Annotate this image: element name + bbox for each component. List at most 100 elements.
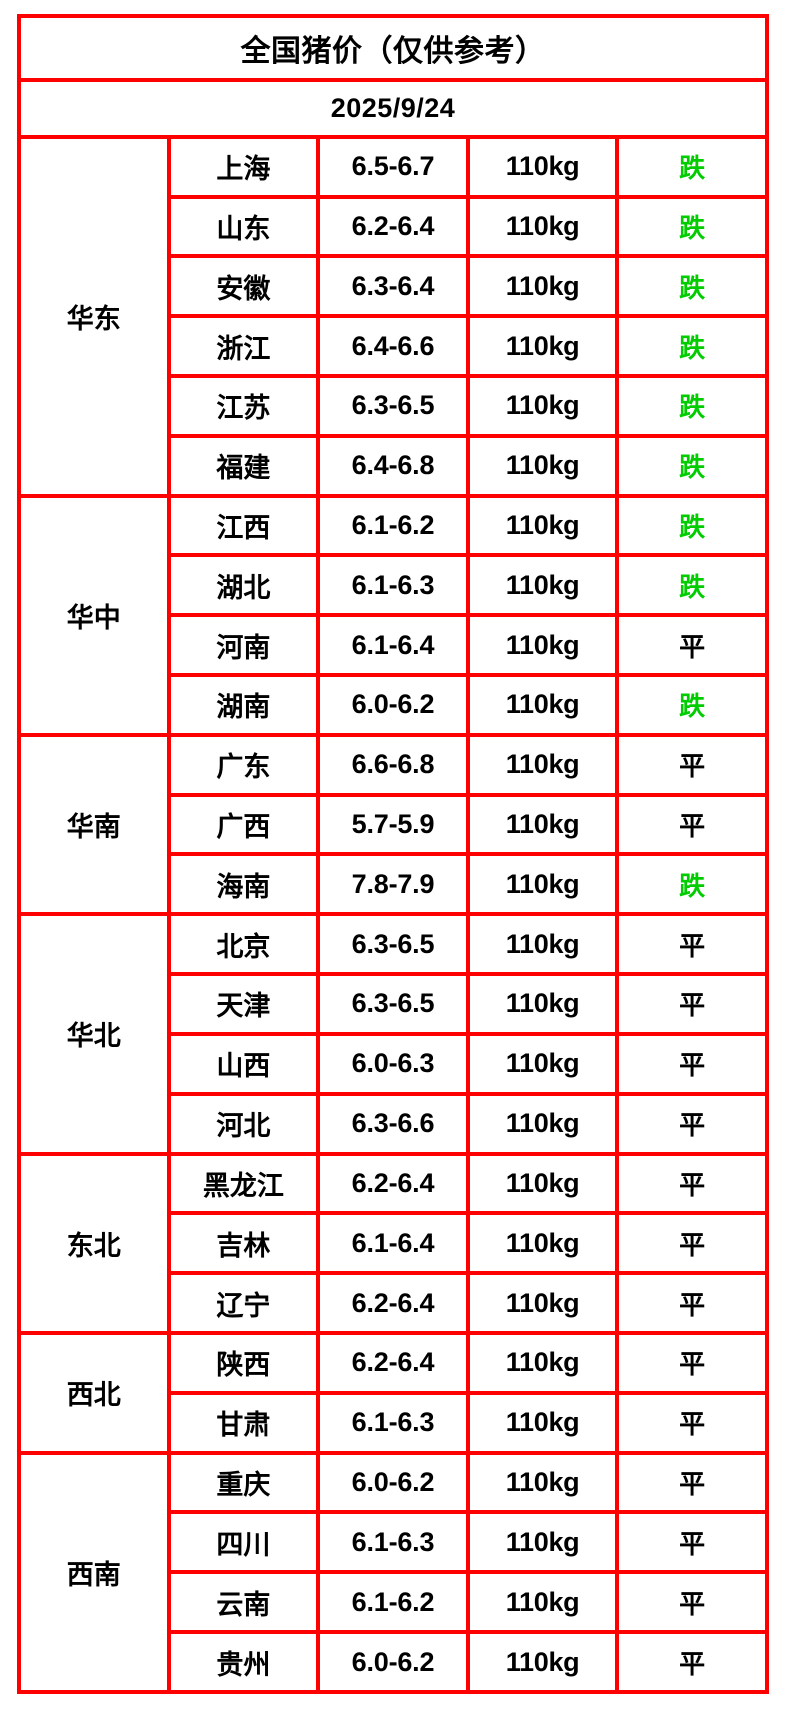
province-name-cell: 贵州 — [166, 1630, 321, 1694]
table-row: 河北 6.3-6.6 110kg 平 — [19, 1091, 769, 1156]
table-row: 山西 6.0-6.3 110kg 平 — [19, 1031, 769, 1096]
weight-cell: 110kg — [465, 1630, 620, 1694]
table-row: 湖北 6.1-6.3 110kg 跌 — [19, 553, 769, 618]
trend-cell: 平 — [615, 1570, 769, 1635]
weight-cell: 110kg — [465, 912, 620, 977]
weight-cell: 110kg — [465, 972, 620, 1036]
table-row: 吉林 6.1-6.4 110kg 平 — [19, 1211, 769, 1276]
trend-cell: 平 — [615, 1151, 769, 1216]
price-range-cell: 6.1-6.2 — [316, 493, 470, 558]
province-name-cell: 河北 — [166, 1091, 321, 1156]
price-range-cell: 6.2-6.4 — [316, 1151, 470, 1216]
trend-cell: 平 — [615, 1630, 769, 1694]
region-name-cell: 西北 — [17, 1330, 171, 1455]
price-range-cell: 6.3-6.5 — [316, 972, 470, 1036]
weight-cell: 110kg — [465, 1390, 620, 1455]
province-name-cell: 广东 — [166, 732, 321, 797]
province-name-cell: 山东 — [166, 194, 321, 259]
weight-cell: 110kg — [465, 553, 620, 618]
price-range-cell: 6.3-6.6 — [316, 1091, 470, 1156]
weight-cell: 110kg — [465, 254, 620, 319]
trend-cell: 平 — [615, 1330, 769, 1395]
price-range-cell: 6.1-6.4 — [316, 1211, 470, 1276]
table-row: 四川 6.1-6.3 110kg 平 — [19, 1510, 769, 1575]
province-name-cell: 湖北 — [166, 553, 321, 618]
table-row: 华南 广东 6.6-6.8 110kg 平 — [17, 732, 769, 917]
province-name-cell: 广西 — [166, 792, 321, 857]
weight-cell: 110kg — [465, 792, 620, 857]
province-name-cell: 河南 — [166, 613, 321, 678]
table-row: 浙江 6.4-6.6 110kg 跌 — [19, 314, 769, 378]
price-range-cell: 6.3-6.5 — [316, 912, 470, 977]
weight-cell: 110kg — [465, 194, 620, 259]
region-name-cell: 华东 — [17, 134, 171, 498]
table-row: 河南 6.1-6.4 110kg 平 — [19, 613, 769, 678]
trend-cell: 平 — [615, 912, 769, 977]
price-range-cell: 6.0-6.2 — [316, 673, 470, 737]
price-range-cell: 6.0-6.2 — [316, 1630, 470, 1694]
trend-cell: 平 — [615, 792, 769, 857]
pig-price-table-container: 全国猪价（仅供参考） 2025/9/24 华东 上海 6.5-6.7 110kg 跌山东… — [17, 13, 769, 1695]
table-row: 贵州 6.0-6.2 110kg 平 — [19, 1630, 769, 1694]
price-range-cell: 6.1-6.4 — [316, 613, 470, 678]
trend-cell: 平 — [615, 972, 769, 1036]
title-row: 全国猪价（仅供参考） — [17, 13, 769, 83]
table-row: 西北 陕西 6.2-6.4 110kg 平 — [17, 1330, 769, 1455]
weight-cell: 110kg — [465, 134, 620, 199]
price-range-cell: 6.4-6.8 — [316, 433, 470, 498]
price-range-cell: 6.6-6.8 — [316, 732, 470, 797]
trend-cell: 平 — [615, 732, 769, 797]
price-range-cell: 6.4-6.6 — [316, 314, 470, 378]
trend-cell: 平 — [615, 1390, 769, 1455]
trend-cell: 平 — [615, 1031, 769, 1096]
table-row: 天津 6.3-6.5 110kg 平 — [19, 972, 769, 1036]
trend-cell: 跌 — [615, 852, 769, 917]
province-name-cell: 甘肃 — [166, 1390, 321, 1455]
table-row: 福建 6.4-6.8 110kg 跌 — [19, 433, 769, 498]
province-name-cell: 江西 — [166, 493, 321, 558]
trend-cell: 平 — [615, 1450, 769, 1515]
trend-cell: 跌 — [615, 493, 769, 558]
province-name-cell: 浙江 — [166, 314, 321, 378]
price-range-cell: 6.3-6.5 — [316, 373, 470, 438]
province-name-cell: 福建 — [166, 433, 321, 498]
price-range-cell: 6.0-6.3 — [316, 1031, 470, 1096]
trend-cell: 跌 — [615, 314, 769, 378]
weight-cell: 110kg — [465, 1031, 620, 1096]
weight-cell: 110kg — [465, 1450, 620, 1515]
province-name-cell: 云南 — [166, 1570, 321, 1635]
price-range-cell: 6.2-6.4 — [316, 1330, 470, 1395]
trend-cell: 平 — [615, 1510, 769, 1575]
page-title: 全国猪价（仅供参考） — [17, 13, 769, 83]
table-row: 云南 6.1-6.2 110kg 平 — [19, 1570, 769, 1635]
weight-cell: 110kg — [465, 673, 620, 737]
trend-cell: 平 — [615, 613, 769, 678]
province-name-cell: 四川 — [166, 1510, 321, 1575]
date-row: 2025/9/24 — [17, 78, 769, 139]
table-row: 江苏 6.3-6.5 110kg 跌 — [19, 373, 769, 438]
province-name-cell: 安徽 — [166, 254, 321, 319]
trend-cell: 跌 — [615, 194, 769, 259]
table-row: 华中 江西 6.1-6.2 110kg 跌 — [17, 493, 769, 737]
price-range-cell: 6.2-6.4 — [316, 194, 470, 259]
province-name-cell: 海南 — [166, 852, 321, 917]
province-name-cell: 辽宁 — [166, 1271, 321, 1335]
region-name-cell: 华中 — [17, 493, 171, 737]
weight-cell: 110kg — [465, 613, 620, 678]
province-name-cell: 重庆 — [166, 1450, 321, 1515]
trend-cell: 跌 — [615, 673, 769, 737]
price-range-cell: 6.3-6.4 — [316, 254, 470, 319]
table-row: 海南 7.8-7.9 110kg 跌 — [19, 852, 769, 917]
province-name-cell: 山西 — [166, 1031, 321, 1096]
trend-cell: 跌 — [615, 553, 769, 618]
trend-cell: 跌 — [615, 433, 769, 498]
table-row: 湖南 6.0-6.2 110kg 跌 — [19, 673, 769, 737]
price-range-cell: 6.0-6.2 — [316, 1450, 470, 1515]
region-name-cell: 东北 — [17, 1151, 171, 1335]
price-range-cell: 6.1-6.2 — [316, 1570, 470, 1635]
table-row: 山东 6.2-6.4 110kg 跌 — [19, 194, 769, 259]
region-name-cell: 华北 — [17, 912, 171, 1156]
weight-cell: 110kg — [465, 493, 620, 558]
trend-cell: 平 — [615, 1271, 769, 1335]
